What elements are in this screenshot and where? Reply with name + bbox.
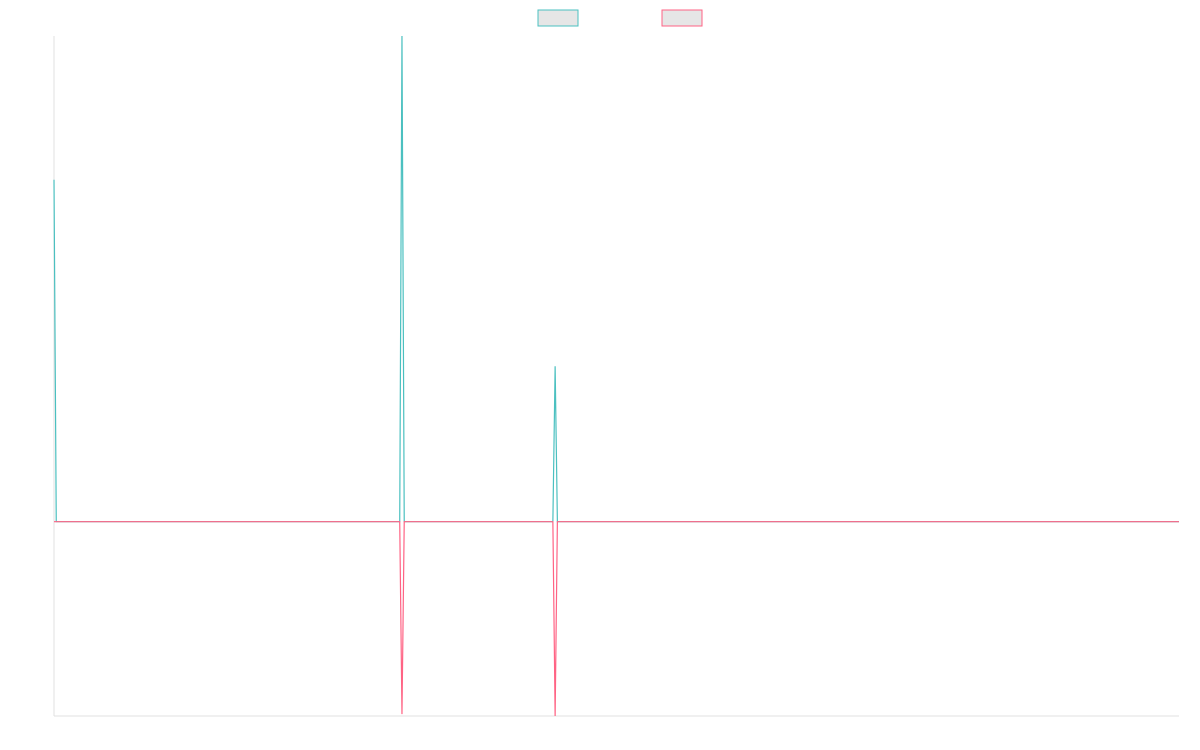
legend-swatch-2[interactable] [661,9,703,27]
axes [53,36,1179,717]
series-layer [52,34,1179,718]
series-1-point-1 [52,178,56,182]
series-2-point-1 [400,712,404,716]
legend-swatch-1[interactable] [537,9,579,27]
series-2-point-2 [553,714,557,718]
series-line-1 [53,35,1179,523]
series-1-point-2 [400,34,404,38]
series-1-point-3 [553,364,557,368]
legend[interactable] [537,9,703,27]
series-line-2 [54,521,1179,717]
